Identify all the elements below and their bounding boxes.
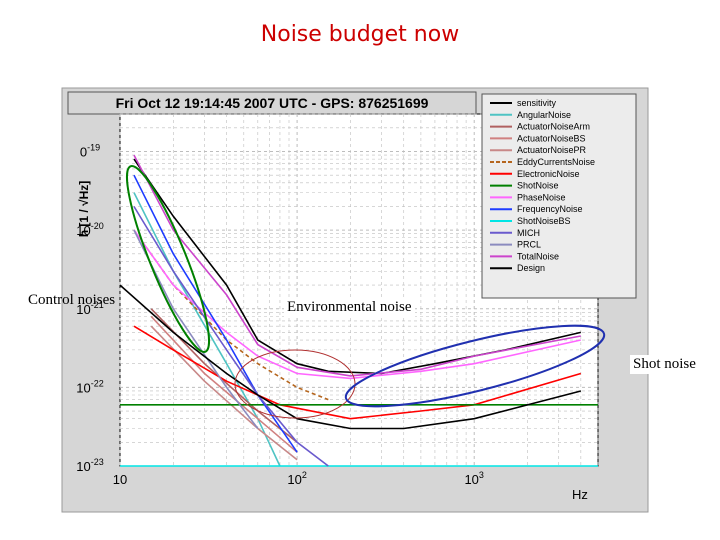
legend-label-shotnoisebs: ShotNoiseBS bbox=[517, 216, 571, 226]
legend-label-prcl: PRCL bbox=[517, 240, 541, 250]
annotation-overlays bbox=[125, 165, 606, 419]
y-tick-label: 10-22 bbox=[76, 378, 103, 395]
series-line-design bbox=[119, 284, 582, 430]
series-line-totalnoise bbox=[133, 154, 581, 377]
legend-label-electronicnoise: ElectronicNoise bbox=[517, 169, 580, 179]
shot-noise-ellipse bbox=[344, 324, 606, 408]
legend-label-frequencynoise: FrequencyNoise bbox=[517, 204, 583, 214]
series-line-frequencynoise bbox=[133, 174, 298, 453]
series-line-electronicnoise bbox=[133, 325, 582, 420]
shot-noise-label: Shot noise bbox=[630, 355, 699, 374]
slide-title: Noise budget now bbox=[260, 22, 460, 47]
y-tick-label: 10-21 bbox=[76, 300, 103, 317]
legend-label-totalnoise: TotalNoise bbox=[517, 251, 559, 261]
chart-title: Fri Oct 12 19:14:45 2007 UTC - GPS: 8762… bbox=[116, 95, 429, 111]
x-tick-label: 10 bbox=[113, 472, 127, 487]
legend-label-actuatornoisearm: ActuatorNoiseArm bbox=[517, 122, 590, 132]
legend-box bbox=[481, 93, 637, 299]
x-tick-label: 103 bbox=[464, 470, 483, 487]
y-tick-label: 0-19 bbox=[80, 143, 100, 160]
legend-label-phasenoise: PhaseNoise bbox=[517, 192, 566, 202]
series-group bbox=[119, 154, 598, 467]
environmental-noise-label: Environmental noise bbox=[284, 298, 415, 317]
legend-label-actuatornoisepr: ActuatorNoisePR bbox=[517, 145, 587, 155]
x-axis-label: Hz bbox=[572, 487, 588, 502]
legend-label-actuatornoisebs: ActuatorNoiseBS bbox=[517, 133, 586, 143]
legend-label-shotnoise: ShotNoise bbox=[517, 181, 559, 191]
y-axis-label: h [1 / √Hz] bbox=[77, 181, 91, 238]
legend: sensitivityAngularNoiseActuatorNoiseArmA… bbox=[490, 98, 595, 273]
noise-budget-plot: Fri Oct 12 19:14:45 2007 UTC - GPS: 8762… bbox=[60, 84, 650, 514]
legend-label-sensitivity: sensitivity bbox=[517, 98, 557, 108]
series-line-mich bbox=[133, 206, 329, 467]
y-tick-label: 10-23 bbox=[76, 457, 103, 474]
control-noise-ellipse bbox=[125, 165, 211, 353]
control-noises-label: Control noises bbox=[28, 292, 116, 308]
series-line-actuatornoisebs bbox=[150, 315, 298, 453]
y-tick-label: 10-20 bbox=[76, 221, 103, 238]
noise-budget-chart: Fri Oct 12 19:14:45 2007 UTC - GPS: 8762… bbox=[61, 87, 649, 513]
series-line-phasenoise bbox=[133, 229, 581, 380]
legend-label-mich: MICH bbox=[517, 228, 540, 238]
tick-labels: 10 102 103 10-23 10-22 10-21 10-20 0-19 bbox=[76, 143, 484, 487]
x-tick-label: 102 bbox=[287, 470, 306, 487]
legend-label-angularnoise: AngularNoise bbox=[517, 110, 571, 120]
legend-label-eddycurrentsnoise: EddyCurrentsNoise bbox=[517, 157, 595, 167]
legend-label-design: Design bbox=[517, 263, 545, 273]
